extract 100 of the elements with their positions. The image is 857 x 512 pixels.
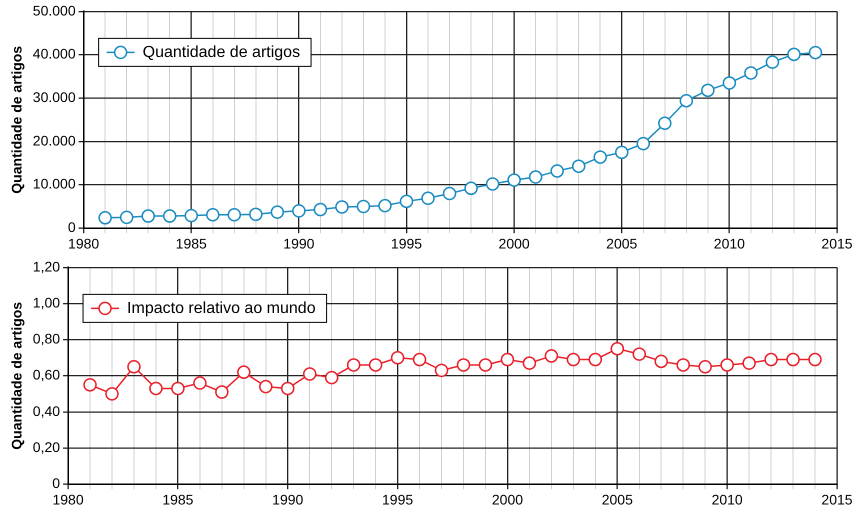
point: [215, 385, 229, 399]
point: [390, 350, 404, 364]
point: [171, 382, 185, 396]
x-tick-label: 2015: [821, 235, 853, 252]
point: [83, 378, 97, 392]
point: [281, 382, 294, 396]
y-tick-label: 0,60: [32, 366, 60, 383]
y-tick-label: 10.000: [32, 176, 76, 192]
y-axis-title: Quantidade de artigos: [8, 302, 24, 450]
point: [259, 380, 273, 394]
point: [346, 358, 360, 372]
point: [500, 352, 514, 366]
y-tick-label: 1,20: [32, 258, 60, 274]
x-tick-label: 2000: [492, 491, 524, 508]
point: [744, 66, 758, 80]
point: [698, 360, 712, 374]
y-tick-label: 0,40: [32, 402, 60, 419]
x-tick-label: 1995: [390, 235, 422, 252]
point: [528, 170, 542, 184]
point: [486, 177, 500, 191]
point: [400, 194, 414, 208]
point: [742, 356, 756, 370]
point: [764, 352, 778, 366]
point: [786, 352, 800, 366]
point: [193, 376, 207, 390]
y-axis-title: Quantidade de artigos: [8, 46, 24, 194]
point: [98, 211, 112, 225]
point: [105, 387, 119, 401]
y-tick-label: 0,20: [32, 438, 60, 455]
point: [588, 352, 602, 366]
legend-label: Impacto relativo ao mundo: [127, 300, 316, 317]
y-tick-label: 40.000: [32, 46, 76, 62]
point: [550, 164, 564, 178]
point: [162, 209, 176, 223]
y-tick-label: 1,00: [32, 294, 60, 310]
y-tick-label: 30.000: [32, 88, 76, 105]
x-tick-label: 1990: [272, 491, 304, 508]
x-tick-label: 1985: [162, 491, 194, 508]
point: [314, 202, 328, 216]
point: [456, 358, 470, 372]
point: [149, 382, 163, 396]
x-tick-label: 1985: [176, 235, 208, 252]
x-tick-label: 1990: [283, 235, 315, 252]
point: [464, 182, 478, 196]
x-tick-label: 1980: [68, 235, 100, 252]
point: [593, 150, 607, 164]
point: [378, 198, 392, 212]
point: [141, 209, 155, 223]
point: [615, 146, 628, 160]
point: [478, 358, 492, 372]
point: [572, 159, 586, 173]
point: [270, 205, 284, 219]
point: [720, 358, 734, 372]
point: [335, 200, 349, 214]
point: [249, 208, 263, 222]
point: [228, 208, 242, 222]
point: [566, 352, 580, 366]
point: [368, 358, 382, 372]
point: [302, 367, 316, 381]
x-tick-label: 2010: [712, 491, 743, 508]
y-tick-label: 0: [68, 219, 76, 236]
point: [412, 352, 426, 366]
y-tick-label: 0,80: [32, 330, 60, 347]
point: [442, 186, 456, 200]
point: [787, 48, 801, 62]
x-tick-label: 2000: [498, 235, 530, 252]
point: [206, 208, 220, 222]
point: [636, 136, 650, 150]
point: [127, 360, 141, 374]
point: [654, 354, 668, 368]
point: [184, 208, 198, 222]
point: [610, 342, 624, 356]
point: [421, 192, 435, 206]
point: [808, 46, 822, 60]
point: [237, 365, 251, 379]
y-tick-label: 20.000: [32, 132, 76, 148]
point: [292, 204, 306, 218]
point: [120, 210, 134, 224]
x-tick-label: 2005: [602, 491, 634, 508]
point: [676, 358, 690, 372]
point: [808, 352, 822, 366]
point: [722, 76, 736, 90]
x-tick-label: 1980: [52, 491, 84, 508]
point: [658, 116, 672, 130]
x-tick-label: 2005: [606, 235, 638, 252]
point: [632, 347, 646, 361]
point: [522, 356, 536, 370]
point: [766, 55, 780, 69]
y-tick-label: 0: [52, 475, 60, 492]
y-tick-label: 50.000: [32, 2, 76, 18]
x-tick-label: 2015: [821, 491, 853, 508]
point: [544, 349, 558, 363]
legend-label: Quantidade de artigos: [142, 44, 300, 61]
point: [324, 370, 338, 384]
point: [701, 84, 715, 98]
point: [356, 200, 370, 214]
point: [434, 364, 448, 378]
point: [680, 94, 694, 108]
x-tick-label: 1995: [382, 491, 414, 508]
x-tick-label: 2010: [714, 235, 746, 252]
